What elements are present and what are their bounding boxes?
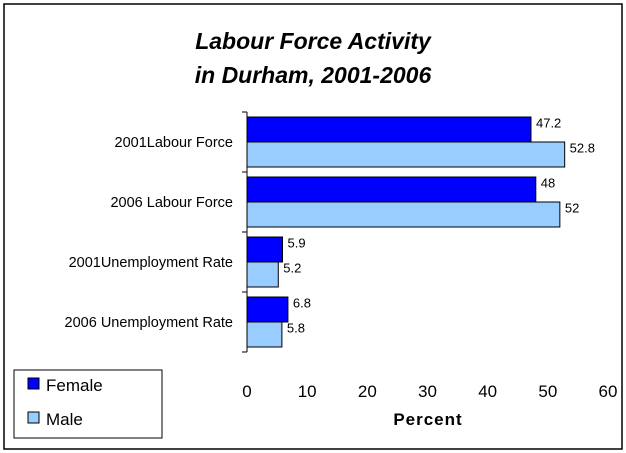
- category-label-0: 2001Labour Force: [115, 135, 234, 151]
- value-label-male-3: 5.8: [287, 321, 305, 336]
- category-label-3: 2006 Unemployment Rate: [65, 315, 233, 331]
- x-tick-label-4: 40: [478, 382, 497, 401]
- x-tick-label-0: 0: [242, 382, 251, 401]
- bar-female-2: [246, 236, 283, 263]
- bar-female-0: [246, 116, 532, 143]
- bar-male-0: [246, 141, 566, 168]
- axes-group: [242, 111, 248, 353]
- legend-label-male: Male: [46, 410, 83, 429]
- x-tick-label-5: 50: [538, 382, 557, 401]
- x-tick-label-2: 20: [358, 382, 377, 401]
- value-label-male-1: 52: [565, 201, 579, 216]
- x-axis-label: Percent: [393, 410, 462, 429]
- value-label-male-0: 52.8: [570, 141, 595, 156]
- value-label-female-3: 6.8: [293, 296, 311, 311]
- bar-male-3: [246, 321, 283, 348]
- value-label-male-2: 5.2: [283, 261, 301, 276]
- category-label-2: 2001Unemployment Rate: [69, 255, 233, 271]
- bar-female-1: [246, 176, 537, 203]
- value-label-female-2: 5.9: [287, 236, 305, 251]
- x-tick-label-3: 30: [418, 382, 437, 401]
- chart-title-line-2: in Durham, 2001-2006: [195, 62, 432, 88]
- category-labels-group: 2001Labour Force 2006 Labour Force 2001Une…: [65, 135, 233, 331]
- x-tick-label-1: 10: [298, 382, 317, 401]
- value-labels-group: 47.2 52.8 48 52 5.9 5.2 6.8 5.8: [283, 116, 595, 336]
- legend-swatch-male: [27, 411, 40, 424]
- x-tick-labels-group: 0 10 20 30 40 50 60: [242, 382, 617, 401]
- category-label-1: 2006 Labour Force: [110, 195, 233, 211]
- legend: Female Male: [13, 369, 163, 439]
- value-label-female-1: 48: [541, 176, 555, 191]
- bar-female-3: [246, 296, 289, 323]
- bar-male-2: [246, 261, 279, 288]
- bars-group: [246, 116, 566, 348]
- bar-male-1: [246, 201, 561, 228]
- x-tick-label-6: 60: [599, 382, 618, 401]
- legend-swatch-female: [27, 377, 40, 390]
- chart-title-line-1: Labour Force Activity: [195, 28, 432, 54]
- value-label-female-0: 47.2: [536, 116, 561, 131]
- legend-label-female: Female: [46, 376, 103, 395]
